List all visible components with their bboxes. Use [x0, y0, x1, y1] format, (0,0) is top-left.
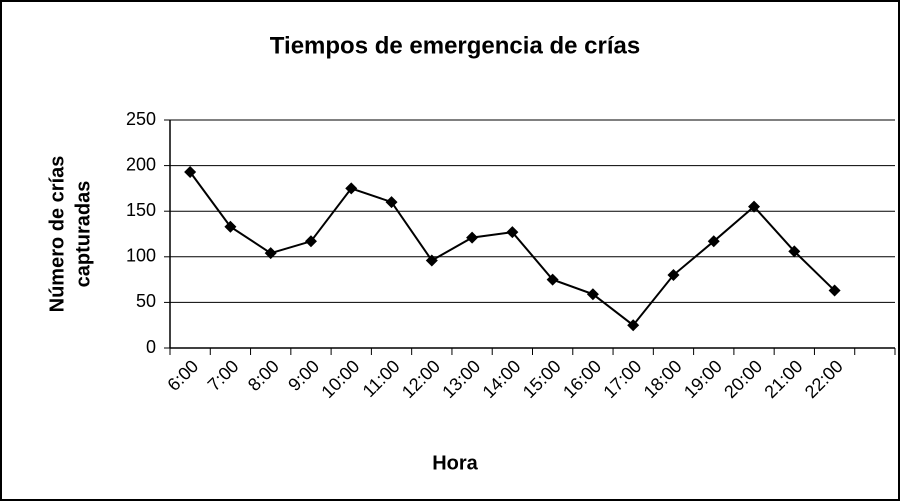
y-axis-title: Número de crías — [46, 156, 68, 313]
data-marker — [506, 226, 519, 239]
data-marker — [264, 247, 277, 260]
y-tick-label: 250 — [126, 109, 156, 129]
data-marker — [627, 319, 640, 332]
y-tick-label: 0 — [146, 337, 156, 357]
chart-title: Tiempos de emergencia de crías — [270, 32, 640, 59]
data-marker — [667, 269, 680, 282]
data-marker — [546, 273, 559, 286]
data-marker — [828, 284, 841, 297]
data-marker — [586, 288, 599, 301]
data-marker — [466, 231, 479, 244]
x-axis-title: Hora — [432, 452, 478, 474]
y-tick-label: 150 — [126, 200, 156, 220]
data-marker — [345, 182, 358, 195]
data-marker — [788, 245, 801, 258]
y-axis-title: capturadas — [72, 181, 94, 288]
data-marker — [707, 235, 720, 248]
data-marker — [425, 254, 438, 267]
data-marker — [304, 235, 317, 248]
y-tick-label: 200 — [126, 154, 156, 174]
data-marker — [748, 200, 761, 213]
data-marker — [184, 165, 197, 178]
data-marker — [224, 220, 237, 233]
data-marker — [385, 196, 398, 209]
y-tick-label: 100 — [126, 246, 156, 266]
y-tick-label: 50 — [136, 291, 156, 311]
